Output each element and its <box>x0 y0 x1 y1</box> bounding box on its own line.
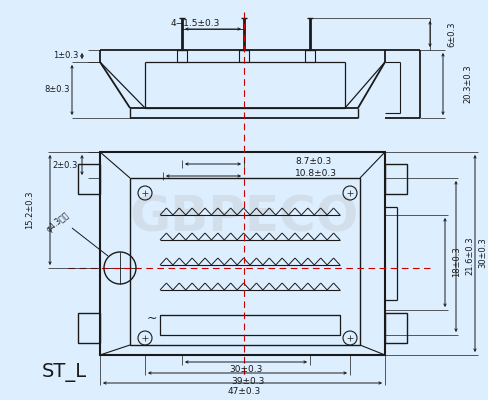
Text: 47±0.3: 47±0.3 <box>227 386 261 396</box>
Text: 2±0.3: 2±0.3 <box>52 160 78 170</box>
Text: 20.3±0.3: 20.3±0.3 <box>464 65 472 103</box>
Text: 10.8±0.3: 10.8±0.3 <box>295 168 337 178</box>
Text: 30±0.3: 30±0.3 <box>229 364 263 374</box>
Text: ~: ~ <box>147 312 157 324</box>
Bar <box>385 313 407 343</box>
Text: ST_L: ST_L <box>42 362 87 382</box>
Text: 15.2±0.3: 15.2±0.3 <box>25 191 35 229</box>
Text: 21.6±0.3: 21.6±0.3 <box>466 237 474 275</box>
Bar <box>160 315 340 335</box>
Text: φ4.3通孔: φ4.3通孔 <box>45 210 71 234</box>
Text: 8±0.3: 8±0.3 <box>44 86 70 94</box>
Bar <box>100 152 385 355</box>
Bar <box>130 178 360 345</box>
Text: 8.7±0.3: 8.7±0.3 <box>295 156 331 166</box>
Text: 6±0.3: 6±0.3 <box>447 21 456 47</box>
Text: 4−1.5±0.3: 4−1.5±0.3 <box>170 20 220 28</box>
Text: 1±0.3: 1±0.3 <box>53 52 79 60</box>
Bar <box>385 164 407 194</box>
Text: 39±0.3: 39±0.3 <box>231 376 264 386</box>
Text: 18±0.3: 18±0.3 <box>452 247 462 277</box>
Bar <box>78 164 100 194</box>
Bar <box>78 313 100 343</box>
Text: 30±0.3: 30±0.3 <box>479 238 488 268</box>
Text: GBPECO: GBPECO <box>129 194 359 242</box>
